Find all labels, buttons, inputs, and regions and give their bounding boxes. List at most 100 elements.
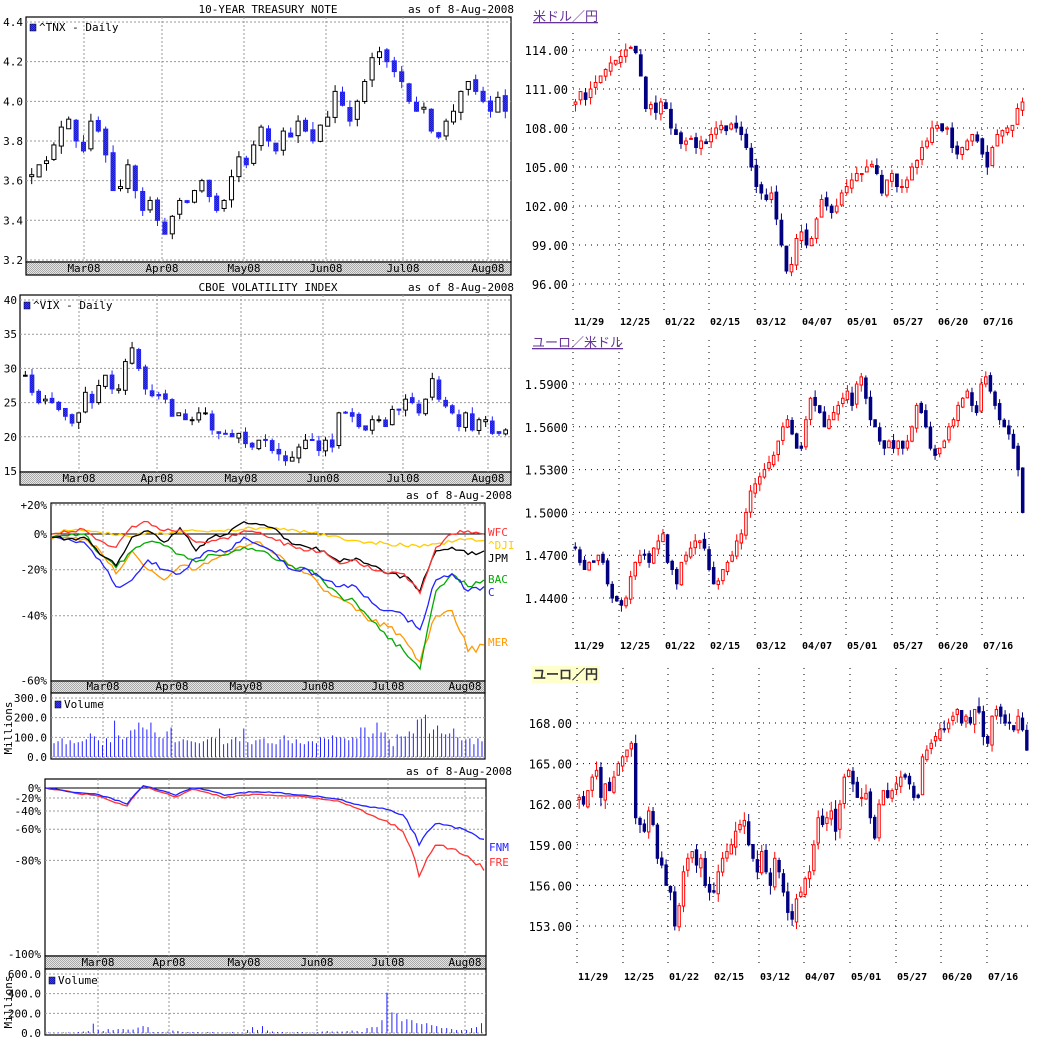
eurusd-candle-up — [781, 426, 785, 441]
eurjpy-candle-down — [651, 811, 655, 825]
eurjpy-candle-up — [864, 792, 868, 800]
usdjpy-candle-up — [930, 127, 934, 143]
vix-candle-up — [176, 412, 182, 417]
eurjpy-candle-up — [877, 803, 881, 839]
usdjpy-candle-up — [794, 238, 799, 266]
eurjpy-candle-up — [964, 715, 968, 722]
usdjpy-candle-down — [879, 174, 884, 194]
eurusd-candle-up — [730, 554, 734, 562]
eurjpy-candle-up — [816, 817, 820, 844]
tnx-candle-up — [88, 120, 94, 150]
gse-volume-plot-area — [44, 968, 487, 1036]
usdjpy-candle-down — [744, 133, 749, 149]
eurusd-candle-down — [670, 560, 674, 571]
vix-y-tick-label: 15 — [4, 465, 17, 478]
usdjpy-candle-up — [729, 123, 734, 130]
gse-x-tick-label: May08 — [227, 956, 260, 969]
eurjpy-candle-up — [699, 857, 703, 869]
eurusd-candle-up — [808, 397, 813, 420]
usdjpy-title-link[interactable]: 米ドル／円 — [533, 10, 598, 25]
vix-candle-down — [229, 433, 235, 438]
eurusd-candle-down — [591, 560, 596, 563]
tnx-candle-up — [236, 156, 242, 178]
eurusd-candle-down — [997, 403, 1002, 421]
tnx-candle-down — [184, 200, 190, 203]
eurusd-candle-up — [942, 440, 947, 449]
eurjpy-candle-up — [716, 871, 720, 895]
financials-volume-y-tick-label: 100.0 — [14, 731, 47, 744]
eurusd-candle-up — [739, 533, 744, 544]
tnx-candle-up — [421, 106, 427, 110]
gse-plot-area — [44, 778, 487, 957]
eurusd-candle-up — [725, 561, 730, 573]
tnx-x-tick-label: Mar08 — [67, 262, 100, 275]
eurusd-date-label: 11/29 — [574, 641, 604, 652]
usdjpy-candle-up — [859, 173, 864, 175]
eurjpy-candle-up — [590, 776, 594, 791]
vix-candle-down — [136, 349, 142, 369]
usdjpy-candle-down — [985, 151, 990, 168]
vix-x-tick-label: Jul08 — [386, 472, 419, 485]
eurusd-candle-up — [651, 547, 656, 564]
usdjpy-candle-down — [739, 126, 744, 135]
eurusd-candle-up — [758, 476, 762, 485]
eurusd-title-link[interactable]: ユーロ／米ドル — [532, 336, 623, 351]
eurjpy-date-label: 12/25 — [624, 972, 654, 983]
eurjpy-candle-down — [599, 767, 603, 798]
eurjpy-y-tick-label: 168.00 — [529, 717, 572, 731]
usdjpy-date-label: 05/27 — [893, 317, 923, 328]
vix-candle-down — [29, 374, 35, 393]
usdjpy-candle-up — [714, 127, 719, 135]
vix-candle-down — [449, 405, 455, 414]
vix-candle-down — [356, 413, 362, 428]
financials-volume-y-tick-label: 0.0 — [27, 751, 47, 764]
vix-candle-up — [129, 347, 135, 364]
tnx-legend-swatch — [29, 23, 37, 32]
usdjpy-candle-up — [603, 69, 608, 77]
gse-volume-y-tick-label: 600.0 — [8, 968, 41, 981]
eurjpy-candle-down — [786, 891, 790, 913]
tnx-candle-down — [310, 129, 316, 142]
eurusd-candle-up — [716, 580, 721, 586]
usdjpy-candle-up — [844, 186, 849, 194]
eurusd-date-label: 04/07 — [802, 641, 832, 652]
eurjpy-candle-up — [681, 871, 686, 907]
usdjpy-candle-up — [819, 199, 824, 218]
eurusd-candle-up — [661, 533, 665, 543]
tnx-candle-down — [132, 165, 138, 192]
financials-series-label: WFC — [488, 526, 508, 539]
usdjpy-candle-down — [950, 127, 955, 148]
tnx-x-tick-label: Apr08 — [145, 262, 178, 275]
eurjpy-candle-down — [1025, 729, 1029, 751]
eurjpy-candle-up — [838, 803, 842, 830]
gse-volume-y-tick-label: 200.0 — [8, 1007, 41, 1020]
tnx-candle-down — [391, 60, 397, 73]
usdjpy-candle-up — [854, 173, 859, 182]
eurusd-candle-down — [822, 411, 827, 428]
eurjpy-candle-up — [929, 742, 933, 750]
tnx-candle-down — [214, 195, 220, 211]
usdjpy-candle-up — [789, 264, 794, 273]
eurjpy-candle-down — [768, 872, 773, 886]
eurjpy-candle-up — [625, 749, 629, 758]
tnx-candle-up — [317, 124, 323, 142]
eurusd-candle-up — [762, 469, 767, 478]
gse-x-tick-label: Apr08 — [152, 956, 185, 969]
eurjpy-candle-up — [955, 708, 959, 715]
eurusd-candle-down — [882, 440, 887, 449]
eurjpy-candle-down — [655, 824, 660, 859]
eurusd-candle-up — [698, 540, 702, 544]
usdjpy-y-tick-label: 105.00 — [525, 161, 568, 175]
eurjpy-candle-up — [1016, 715, 1020, 731]
tnx-candle-down — [406, 83, 412, 102]
eurjpy-candle-up — [677, 905, 681, 928]
vix-candle-up — [429, 378, 435, 398]
usdjpy-candle-up — [890, 173, 894, 182]
eurusd-candle-up — [744, 511, 748, 536]
usdjpy-candle-down — [749, 147, 754, 168]
eurjpy-y-tick-label: 159.00 — [529, 839, 572, 853]
usdjpy-candle-up — [990, 147, 995, 167]
tnx-candle-up — [58, 126, 64, 147]
usdjpy-y-tick-label: 114.00 — [525, 44, 568, 58]
usdjpy-candle-up — [910, 166, 914, 181]
